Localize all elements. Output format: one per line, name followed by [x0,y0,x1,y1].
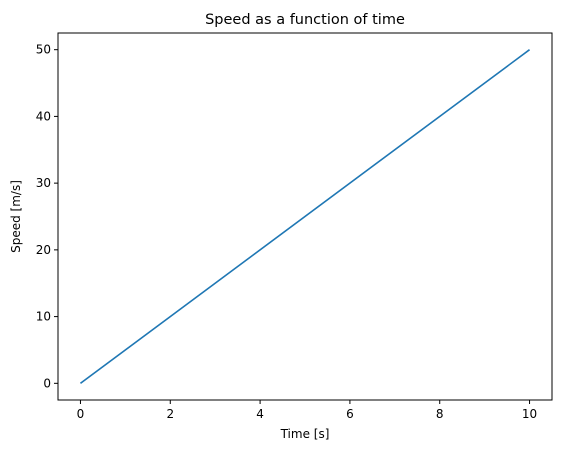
series-layer [79,49,531,384]
x-axis-label: Time [s] [280,427,330,441]
plot-area: 0 2 4 6 8 10 0 10 20 30 40 50 [36,32,553,421]
series-line-0 [79,49,531,384]
y-axis-label: Speed [m/s] [9,180,23,253]
chart-title: Speed as a function of time [205,12,405,28]
x-tick-label: 2 [166,407,174,421]
axes-frame [57,32,553,401]
x-tick-label: 0 [77,407,85,421]
x-tick-label: 4 [256,407,264,421]
x-tick-label: 6 [346,407,354,421]
y-tick-label: 40 [36,109,51,123]
y-tick-label: 30 [36,176,51,190]
x-tick-label: 10 [522,407,537,421]
y-tick-label: 50 [36,43,51,57]
y-tick-label: 0 [43,376,51,390]
y-tick-label: 20 [36,243,51,257]
y-axis-ticks: 0 10 20 30 40 50 [36,43,58,390]
x-axis-ticks: 0 2 4 6 8 10 [77,400,537,421]
y-tick-label: 10 [36,310,51,324]
x-tick-label: 8 [436,407,444,421]
